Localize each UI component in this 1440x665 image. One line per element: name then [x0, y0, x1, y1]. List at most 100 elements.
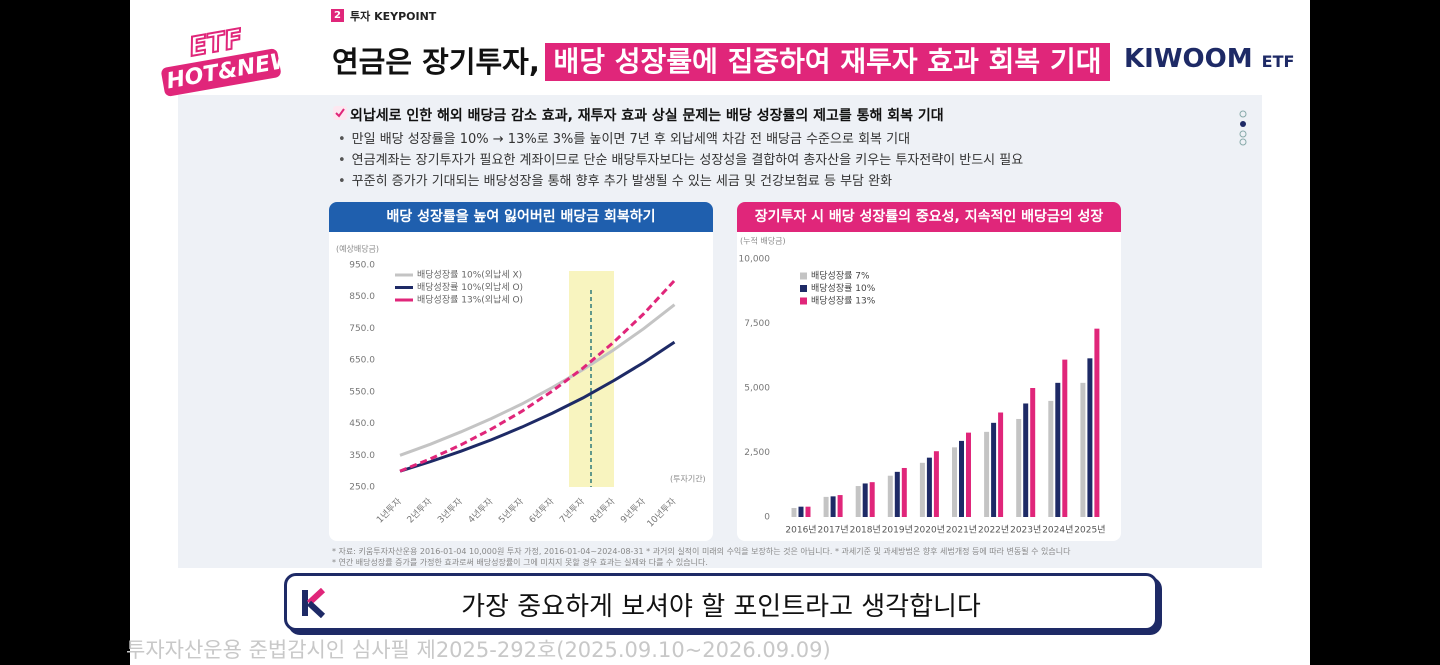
caption: 가장 중요하게 보셔야 할 포인트라고 생각합니다: [461, 592, 981, 622]
y-tick-label: 10,000: [739, 255, 771, 265]
bar: [1087, 358, 1093, 517]
summary-bullet: 꾸준히 증가가 기대되는 배당성장을 통해 향후 추가 발생될 수 있는 세금 …: [338, 170, 892, 189]
legend-swatch: [800, 297, 807, 305]
bar: [1016, 418, 1022, 517]
footnote: * 연간 배당성장률 증가를 가정한 효과로써 배당성장률이 그에 미치지 못할…: [332, 558, 708, 567]
x-tick-label: 5년투자: [496, 496, 526, 526]
bar: [1048, 400, 1054, 517]
footnote: * 자료: 키움투자자산운용 2016-01-04 10,000원 투자 가정,…: [332, 547, 1071, 556]
x-tick-label: 3년투자: [435, 496, 465, 526]
x-tick-label: 8년투자: [588, 496, 618, 526]
chart-card: 배당 성장률을 높여 잃어버린 배당금 회복하기: [329, 202, 713, 541]
y-axis-label: (누적 배당금): [740, 236, 786, 246]
caption-box: 가장 중요하게 보셔야 할 포인트라고 생각합니다: [284, 573, 1158, 631]
brand-suffix: ETF: [1261, 52, 1295, 71]
bar: [933, 451, 939, 517]
bar: [1023, 403, 1029, 517]
x-tick-label: 2020년: [914, 525, 945, 536]
bar: [869, 482, 875, 517]
bar: [855, 486, 861, 517]
legend-label: 배당성장률 13%(외납세 O): [417, 294, 523, 306]
y-tick-label: 2,500: [744, 448, 770, 458]
legend-label: 배당성장률 10%(외납세 O): [417, 281, 523, 293]
x-tick-label: 2024년: [1042, 525, 1073, 536]
line: [399, 303, 676, 457]
section-number: 2: [331, 9, 344, 22]
caption-logo: [302, 588, 326, 618]
legend-label: 배당성장률 10%: [811, 283, 876, 294]
y-axis-label: (예상배당금): [336, 244, 379, 254]
legend-label: 배당성장률 10%(외납세 X): [417, 269, 522, 281]
title-plain: 연금은 장기투자,: [332, 45, 540, 79]
check-icon: [333, 106, 347, 120]
y-tick-label: 0: [764, 513, 770, 523]
x-tick-label: 6년투자: [527, 496, 557, 526]
x-tick-label: 10년투자: [645, 496, 679, 530]
bar: [894, 471, 900, 517]
x-tick-label: 1년투자: [374, 496, 404, 526]
legend-swatch: [800, 285, 807, 292]
x-tick-label: 7년투자: [557, 496, 587, 526]
x-tick-label: 2025년: [1074, 525, 1105, 536]
chart-title: 장기투자 시 배당 성장률의 중요성, 지속적인 배당금의 성장: [737, 202, 1121, 232]
line: [399, 340, 676, 473]
summary-headline: 외납세로 인한 해외 배당금 감소 효과, 재투자 효과 상실 문제는 배당 성…: [350, 108, 944, 124]
x-axis-label: (투자기간): [670, 474, 706, 484]
bar: [998, 412, 1004, 517]
y-tick-label: 250.0: [349, 483, 375, 493]
bar: [830, 496, 836, 517]
legend-label: 배당성장률 13%: [811, 296, 876, 307]
x-tick-label: 2016년: [785, 525, 816, 536]
bar: [919, 462, 925, 517]
y-tick-label: 650.0: [349, 356, 375, 366]
bar: [1062, 359, 1068, 517]
x-tick-label: 2019년: [882, 525, 913, 536]
y-tick-label: 750.0: [349, 324, 375, 334]
bar: [862, 483, 868, 517]
bar: [959, 440, 964, 517]
page-dots: [1239, 110, 1247, 146]
title-highlight: 배당 성장률에 집중하여 재투자 효과 회복 기대: [545, 43, 1110, 81]
chart-title: 배당 성장률을 높여 잃어버린 배당금 회복하기: [329, 202, 713, 232]
bar: [1055, 382, 1061, 517]
bar: [798, 506, 804, 517]
bar: [805, 506, 811, 517]
legend-label: 배당성장률 7%: [811, 271, 870, 282]
line: [399, 279, 676, 473]
y-tick-label: 950.0: [349, 261, 375, 271]
x-tick-label: 9년투자: [618, 496, 648, 526]
x-tick-label: 2022년: [978, 525, 1009, 536]
bar: [1030, 388, 1036, 517]
bar: [901, 467, 907, 517]
disclaimer: 투자자산운용 준법감시인 심사필 제2025-292호(2025.09.10~2…: [126, 638, 831, 662]
bar: [966, 432, 971, 517]
x-tick-label: 2년투자: [405, 496, 435, 526]
y-tick-label: 850.0: [349, 292, 375, 302]
x-tick-label: 2021년: [946, 525, 977, 536]
bar: [1094, 328, 1100, 517]
bar: [837, 495, 843, 517]
bar: [952, 447, 957, 517]
y-tick-label: 5,000: [744, 384, 770, 394]
bar: [984, 431, 990, 517]
y-tick-label: 7,500: [744, 319, 770, 329]
bar: [791, 507, 797, 517]
y-tick-label: 550.0: [349, 387, 375, 397]
x-tick-label: 4년투자: [466, 496, 496, 526]
y-tick-label: 350.0: [349, 451, 375, 461]
brand: KIWOOM ETF: [1124, 44, 1294, 74]
legend-swatch: [800, 272, 807, 280]
bar: [887, 475, 893, 517]
x-tick-label: 2018년: [850, 525, 881, 536]
bar: [926, 457, 932, 517]
bar: [1080, 382, 1086, 517]
summary-bullet: 만일 배당 성장률을 10% → 13%로 3%를 높이면 7년 후 외납세액 …: [338, 128, 910, 147]
section-label: 투자 KEYPOINT: [350, 10, 437, 23]
x-tick-label: 2023년: [1010, 525, 1041, 536]
summary-bullet: 연금계좌는 장기투자가 필요한 계좌이므로 단순 배당투자보다는 성장성을 결합…: [338, 149, 1024, 168]
x-tick-label: 2017년: [818, 525, 849, 536]
y-tick-label: 450.0: [349, 419, 375, 429]
bar: [823, 496, 829, 517]
